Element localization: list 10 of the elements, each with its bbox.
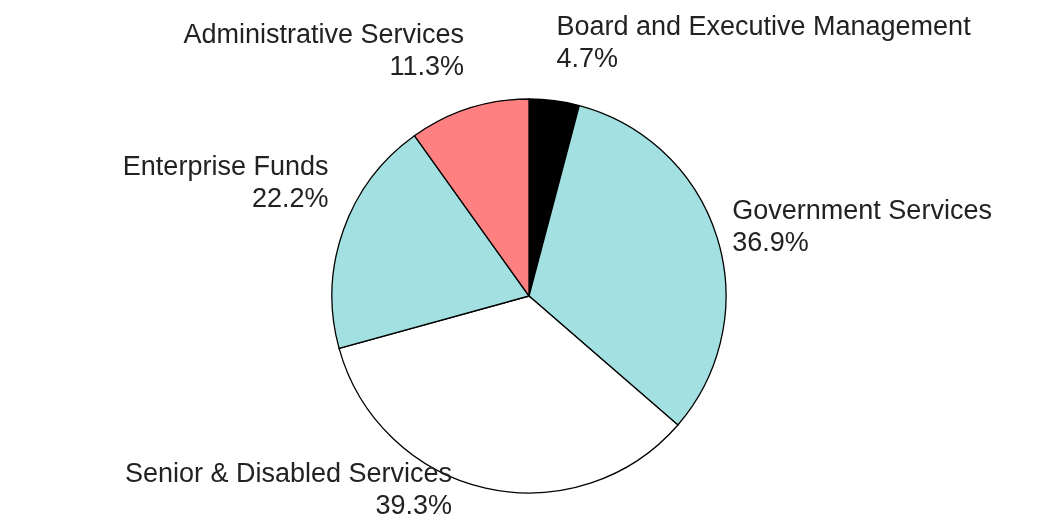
data-label: 11.3%: [389, 51, 465, 82]
slice-label: Senior & Disabled Services: [124, 457, 453, 488]
data-label: 39.3%: [375, 489, 453, 520]
slice-label: Board and Executive Management: [556, 11, 972, 42]
slice-label: Administrative Services: [183, 19, 465, 50]
data-label: 4.7%: [556, 43, 618, 74]
data-label: 36.9%: [732, 227, 809, 258]
slice-label: Enterprise Funds: [122, 150, 329, 181]
slice-label: Government Services: [732, 195, 992, 226]
data-label: 22.2%: [251, 182, 329, 213]
